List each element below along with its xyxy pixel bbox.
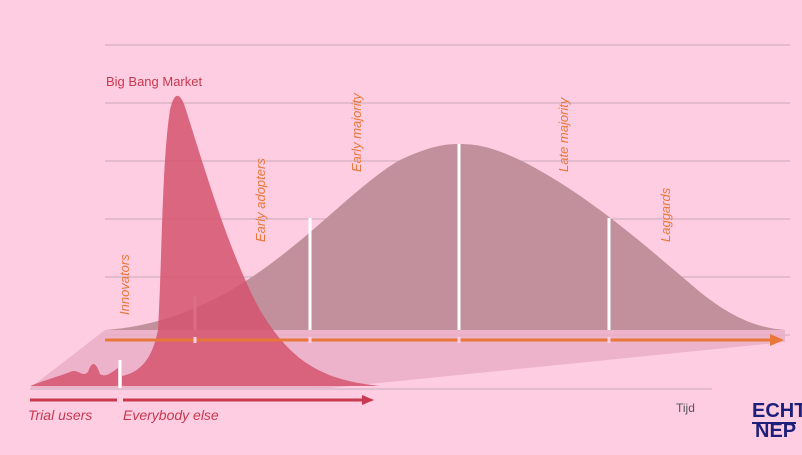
everybody-else-label: Everybody else <box>123 407 219 423</box>
echt-nep-logo: ECHT NEP <box>752 400 802 442</box>
trial-users-label: Trial users <box>28 407 92 423</box>
adoption-bell-curve <box>105 144 785 330</box>
time-axis-label: Tijd <box>676 401 695 415</box>
segment-label-innovators: Innovators <box>117 254 132 315</box>
users-arrow <box>30 395 374 405</box>
logo-line1: ECHT <box>752 400 802 422</box>
users-arrow-head <box>362 395 374 405</box>
segment-label-late-majority: Late majority <box>556 96 571 172</box>
segment-label-early-adopters: Early adopters <box>253 158 268 242</box>
time-arrow <box>105 334 784 346</box>
logo-line2: NEP <box>755 420 796 442</box>
trial-users-curve <box>30 363 118 386</box>
big-bang-spike <box>122 95 380 386</box>
segment-label-early-majority: Early majority <box>349 92 364 172</box>
segment-label-laggards: Laggards <box>658 187 673 242</box>
big-bang-market-label: Big Bang Market <box>106 74 202 89</box>
time-arrow-head <box>770 334 784 346</box>
